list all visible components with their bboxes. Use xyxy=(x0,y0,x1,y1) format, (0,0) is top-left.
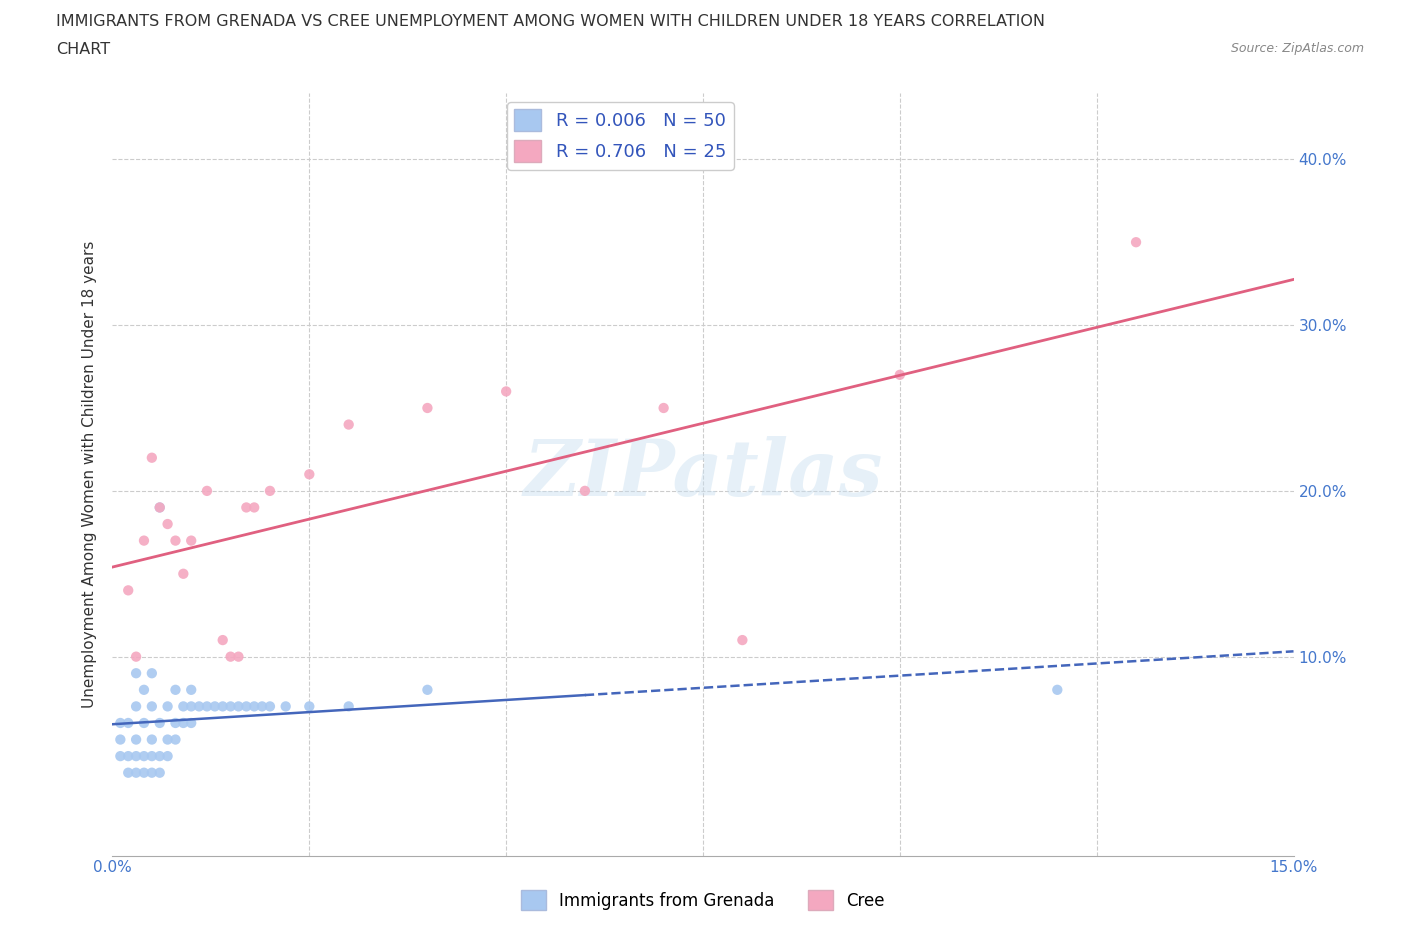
Point xyxy=(1125,234,1147,249)
Point xyxy=(180,683,202,698)
Point xyxy=(149,500,172,515)
Point xyxy=(259,484,281,498)
Point xyxy=(274,699,297,714)
Point xyxy=(141,666,163,681)
Point xyxy=(337,418,360,432)
Point xyxy=(141,732,163,747)
Point xyxy=(141,765,163,780)
Point xyxy=(235,500,257,515)
Point xyxy=(180,699,202,714)
Point xyxy=(298,467,321,482)
Point xyxy=(652,401,675,416)
Point xyxy=(110,749,132,764)
Point xyxy=(416,683,439,698)
Point xyxy=(219,649,242,664)
Y-axis label: Unemployment Among Women with Children Under 18 years: Unemployment Among Women with Children U… xyxy=(82,241,97,708)
Point xyxy=(125,699,148,714)
Point xyxy=(117,749,139,764)
Point xyxy=(141,450,163,465)
Point xyxy=(117,583,139,598)
Text: Source: ZipAtlas.com: Source: ZipAtlas.com xyxy=(1230,42,1364,55)
Text: CHART: CHART xyxy=(56,42,110,57)
Point xyxy=(156,516,179,531)
Point xyxy=(156,749,179,764)
Point xyxy=(889,367,911,382)
Point xyxy=(149,749,172,764)
Point xyxy=(416,401,439,416)
Point xyxy=(228,649,250,664)
Legend: Immigrants from Grenada, Cree: Immigrants from Grenada, Cree xyxy=(515,884,891,917)
Point xyxy=(219,699,242,714)
Text: ZIPatlas: ZIPatlas xyxy=(523,436,883,512)
Point xyxy=(125,765,148,780)
Point xyxy=(165,683,187,698)
Point xyxy=(156,732,179,747)
Point xyxy=(156,699,179,714)
Point xyxy=(243,500,266,515)
Point xyxy=(141,699,163,714)
Point xyxy=(228,699,250,714)
Point xyxy=(180,533,202,548)
Legend: R = 0.006   N = 50, R = 0.706   N = 25: R = 0.006 N = 50, R = 0.706 N = 25 xyxy=(508,102,734,169)
Point xyxy=(243,699,266,714)
Point xyxy=(165,732,187,747)
Point xyxy=(149,715,172,730)
Point xyxy=(117,715,139,730)
Point xyxy=(110,715,132,730)
Point xyxy=(172,566,194,581)
Point xyxy=(731,632,754,647)
Point xyxy=(141,749,163,764)
Point xyxy=(132,749,155,764)
Point xyxy=(574,484,596,498)
Point xyxy=(211,699,233,714)
Point xyxy=(235,699,257,714)
Point xyxy=(1046,683,1069,698)
Point xyxy=(125,649,148,664)
Point xyxy=(117,765,139,780)
Point xyxy=(125,666,148,681)
Point xyxy=(180,715,202,730)
Point xyxy=(250,699,273,714)
Point xyxy=(132,533,155,548)
Text: IMMIGRANTS FROM GRENADA VS CREE UNEMPLOYMENT AMONG WOMEN WITH CHILDREN UNDER 18 : IMMIGRANTS FROM GRENADA VS CREE UNEMPLOY… xyxy=(56,14,1045,29)
Point xyxy=(125,749,148,764)
Point xyxy=(195,699,218,714)
Point xyxy=(495,384,517,399)
Point xyxy=(211,632,233,647)
Point xyxy=(195,484,218,498)
Point xyxy=(132,765,155,780)
Point xyxy=(204,699,226,714)
Point xyxy=(337,699,360,714)
Point xyxy=(132,715,155,730)
Point xyxy=(259,699,281,714)
Point xyxy=(149,500,172,515)
Point xyxy=(149,765,172,780)
Point xyxy=(165,533,187,548)
Point xyxy=(188,699,211,714)
Point xyxy=(132,683,155,698)
Point xyxy=(172,699,194,714)
Point xyxy=(172,715,194,730)
Point xyxy=(298,699,321,714)
Point xyxy=(125,732,148,747)
Point xyxy=(165,715,187,730)
Point xyxy=(110,732,132,747)
